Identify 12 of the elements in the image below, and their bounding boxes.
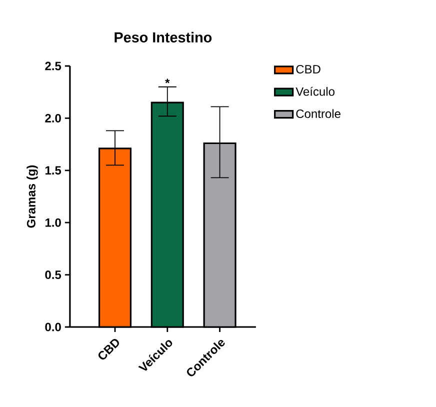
legend-label: Controle [296, 109, 340, 118]
y-tick-label: 1.5 [45, 166, 62, 175]
y-tick-label: 0.0 [45, 322, 61, 332]
y-tick-label: 0.5 [45, 270, 62, 280]
y-tick-label: 1.0 [45, 218, 61, 227]
y-axis-title: Gramas (g) [26, 165, 38, 228]
annotation: * [165, 78, 170, 84]
legend-label: Veículo [296, 86, 334, 96]
y-tick-label: 2.0 [45, 114, 61, 122]
y-tick-label: 2.5 [45, 62, 62, 70]
legend-label: CBD [296, 64, 320, 74]
chart-title: Peso Intestino [114, 32, 212, 42]
